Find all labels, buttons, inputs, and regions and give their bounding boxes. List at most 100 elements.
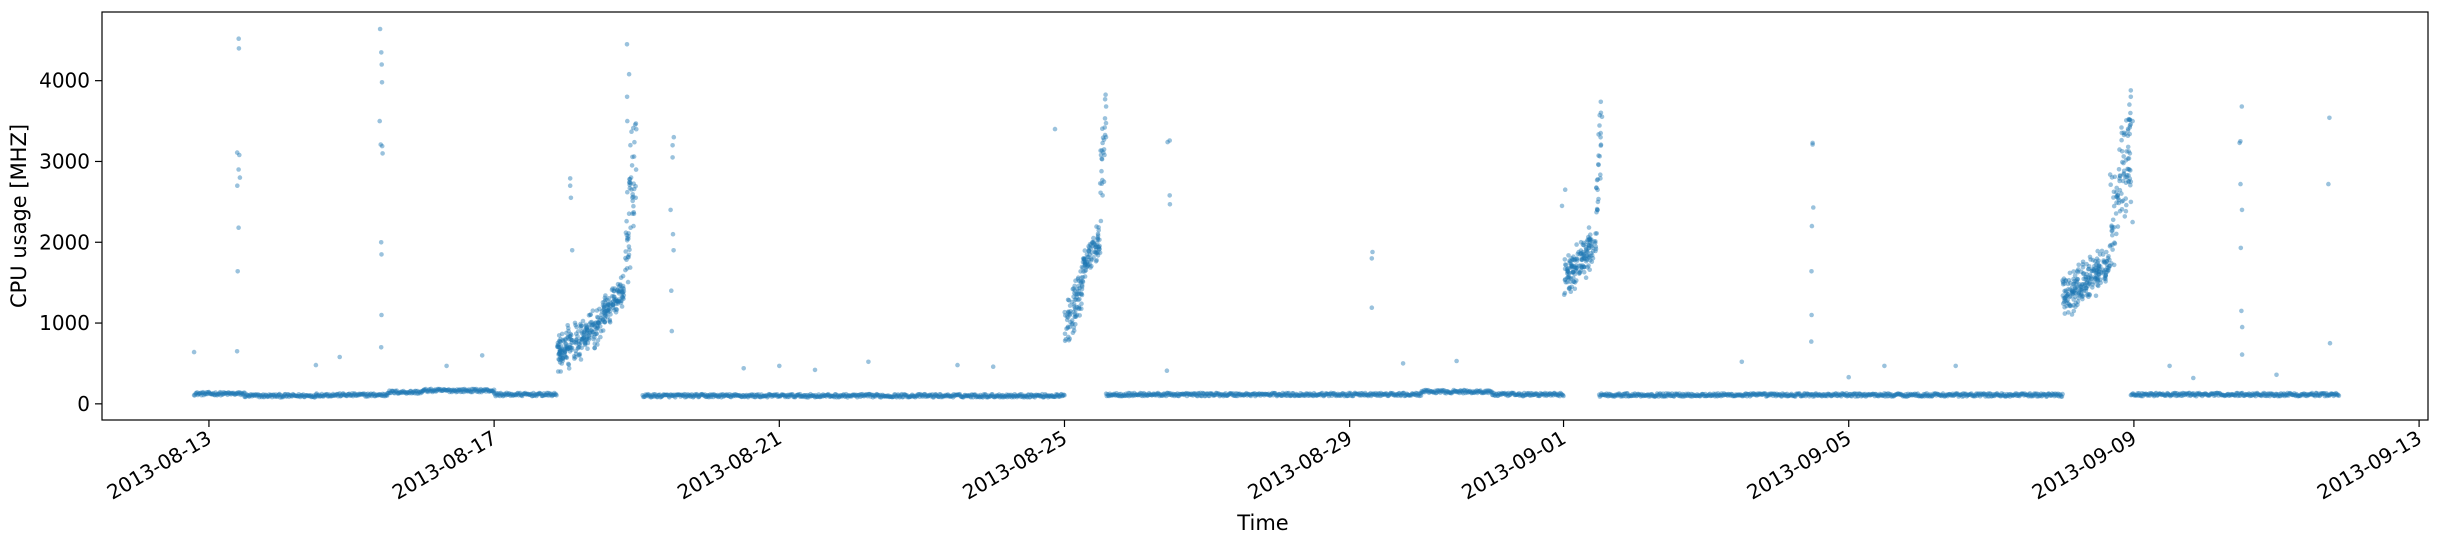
data-point <box>823 394 829 399</box>
data-point <box>628 181 633 186</box>
data-point <box>965 393 971 399</box>
data-point <box>817 394 823 400</box>
data-point <box>704 394 709 400</box>
data-point <box>367 392 372 398</box>
data-point <box>540 393 545 399</box>
data-point <box>2071 281 2076 287</box>
data-point <box>927 392 932 398</box>
data-point <box>421 387 426 393</box>
data-point <box>1330 391 1335 397</box>
data-point <box>854 392 859 398</box>
data-point <box>264 393 270 399</box>
data-point <box>989 392 994 397</box>
data-point <box>861 393 867 399</box>
data-point <box>1249 392 1254 397</box>
data-point <box>1231 393 1237 398</box>
data-point <box>226 390 231 395</box>
data-point <box>1583 275 1589 281</box>
data-point <box>664 392 670 398</box>
data-point <box>390 388 396 394</box>
spike-point <box>1052 126 1058 132</box>
data-point <box>223 390 228 396</box>
data-point <box>1102 152 1107 158</box>
data-point <box>1198 393 1204 399</box>
data-point <box>1201 391 1207 397</box>
data-point <box>228 390 233 396</box>
data-point <box>439 388 445 393</box>
data-point <box>727 392 732 397</box>
data-point <box>1563 262 1568 267</box>
data-point <box>982 392 988 397</box>
data-point <box>993 394 999 399</box>
data-point <box>305 393 311 399</box>
data-point <box>795 392 801 398</box>
data-point <box>878 395 884 400</box>
data-point <box>235 390 241 395</box>
data-point <box>567 344 572 350</box>
data-point <box>1127 390 1133 396</box>
data-point <box>632 139 637 145</box>
data-point <box>831 393 836 399</box>
data-point <box>592 334 597 340</box>
data-point <box>670 393 675 398</box>
data-point <box>1598 99 1604 105</box>
data-point <box>1274 393 1280 399</box>
data-point <box>847 393 853 399</box>
data-point <box>830 393 836 399</box>
data-point <box>373 392 379 398</box>
data-point <box>1226 392 1231 398</box>
data-point <box>1220 392 1225 398</box>
data-point <box>468 389 474 395</box>
data-point <box>708 394 714 400</box>
data-point <box>990 392 995 397</box>
data-point <box>1076 304 1082 310</box>
data-point <box>387 388 392 394</box>
data-point <box>1016 393 1022 399</box>
data-point <box>961 393 967 398</box>
data-point <box>1109 393 1114 398</box>
data-point <box>1281 392 1286 398</box>
data-point <box>2090 257 2096 263</box>
data-point <box>457 387 463 393</box>
data-point <box>428 386 434 392</box>
data-point <box>798 394 804 400</box>
data-point <box>488 388 493 394</box>
data-point <box>448 388 454 393</box>
data-point <box>393 388 398 394</box>
data-point <box>1158 392 1164 398</box>
data-point <box>2110 247 2115 252</box>
data-point <box>1039 393 1044 399</box>
data-point <box>1043 393 1049 398</box>
spike-point <box>2237 140 2242 146</box>
data-point <box>2111 195 2116 200</box>
data-point <box>1293 393 1298 398</box>
data-point <box>777 394 783 399</box>
data-point <box>207 390 212 396</box>
data-point <box>592 345 597 351</box>
data-point <box>886 394 892 400</box>
data-point <box>876 393 882 398</box>
data-point <box>480 388 486 394</box>
data-point <box>313 393 319 399</box>
data-point <box>2086 264 2092 269</box>
data-point <box>1317 391 1323 397</box>
data-point <box>578 357 584 362</box>
data-point <box>1098 218 1104 224</box>
data-point <box>625 189 630 195</box>
data-point <box>256 392 262 398</box>
data-point <box>934 393 939 399</box>
data-point <box>293 393 299 399</box>
data-point <box>566 361 571 367</box>
data-point <box>1082 248 1088 253</box>
data-point <box>1262 393 1267 398</box>
data-point <box>1189 392 1194 398</box>
data-point <box>283 391 288 397</box>
data-point <box>312 395 317 400</box>
data-point <box>366 393 371 399</box>
data-point <box>508 392 514 397</box>
data-point <box>933 392 938 397</box>
spike-point <box>668 207 673 213</box>
outlier-point <box>1400 361 1406 366</box>
data-point <box>427 387 432 392</box>
data-point <box>1112 392 1118 398</box>
